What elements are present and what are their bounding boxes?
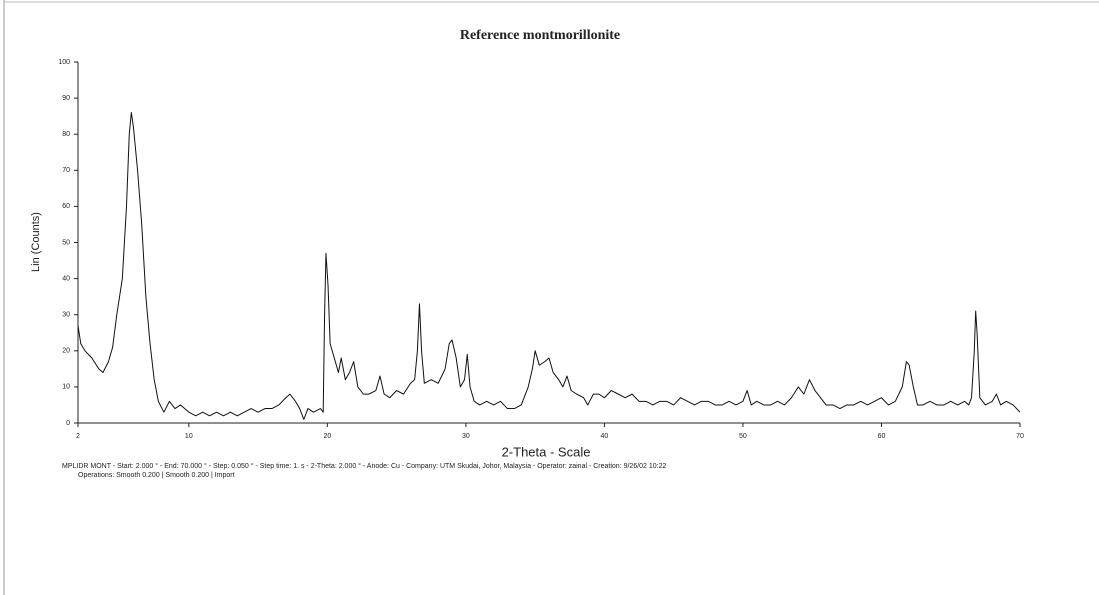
chart-title: Reference montmorillonite [460,28,620,43]
y-tick-label: 0 [66,420,70,427]
x-tick-label: 10 [185,433,193,440]
y-tick-label: 20 [62,348,70,355]
y-tick-label: 90 [62,95,70,102]
y-tick-label: 40 [62,275,70,282]
x-tick-label: 30 [462,433,470,440]
y-tick-label: 30 [62,312,70,319]
x-tick-label: 70 [1016,433,1024,440]
footer-line: Operations: Smooth 0.200 | Smooth 0.200 … [78,472,235,479]
x-tick-label: 40 [601,433,609,440]
y-tick-label: 80 [62,131,70,138]
y-tick-label: 60 [62,203,70,210]
y-tick-label: 100 [58,59,70,66]
x-tick-label: 20 [323,433,331,440]
x-tick-label: 50 [739,433,747,440]
footer-line: MPLIDR MONT - Start: 2.000 ° - End: 70.0… [62,462,667,470]
y-tick-label: 70 [62,167,70,174]
y-tick-label: 10 [62,384,70,391]
x-tick-label: 2 [76,433,80,440]
data-line [77,112,1021,420]
y-axis-label: Lin (Counts) [30,212,42,272]
x-axis-label: 2-Theta - Scale [502,444,591,459]
x-tick-label: 60 [878,433,886,440]
y-tick-label: 50 [62,239,70,246]
